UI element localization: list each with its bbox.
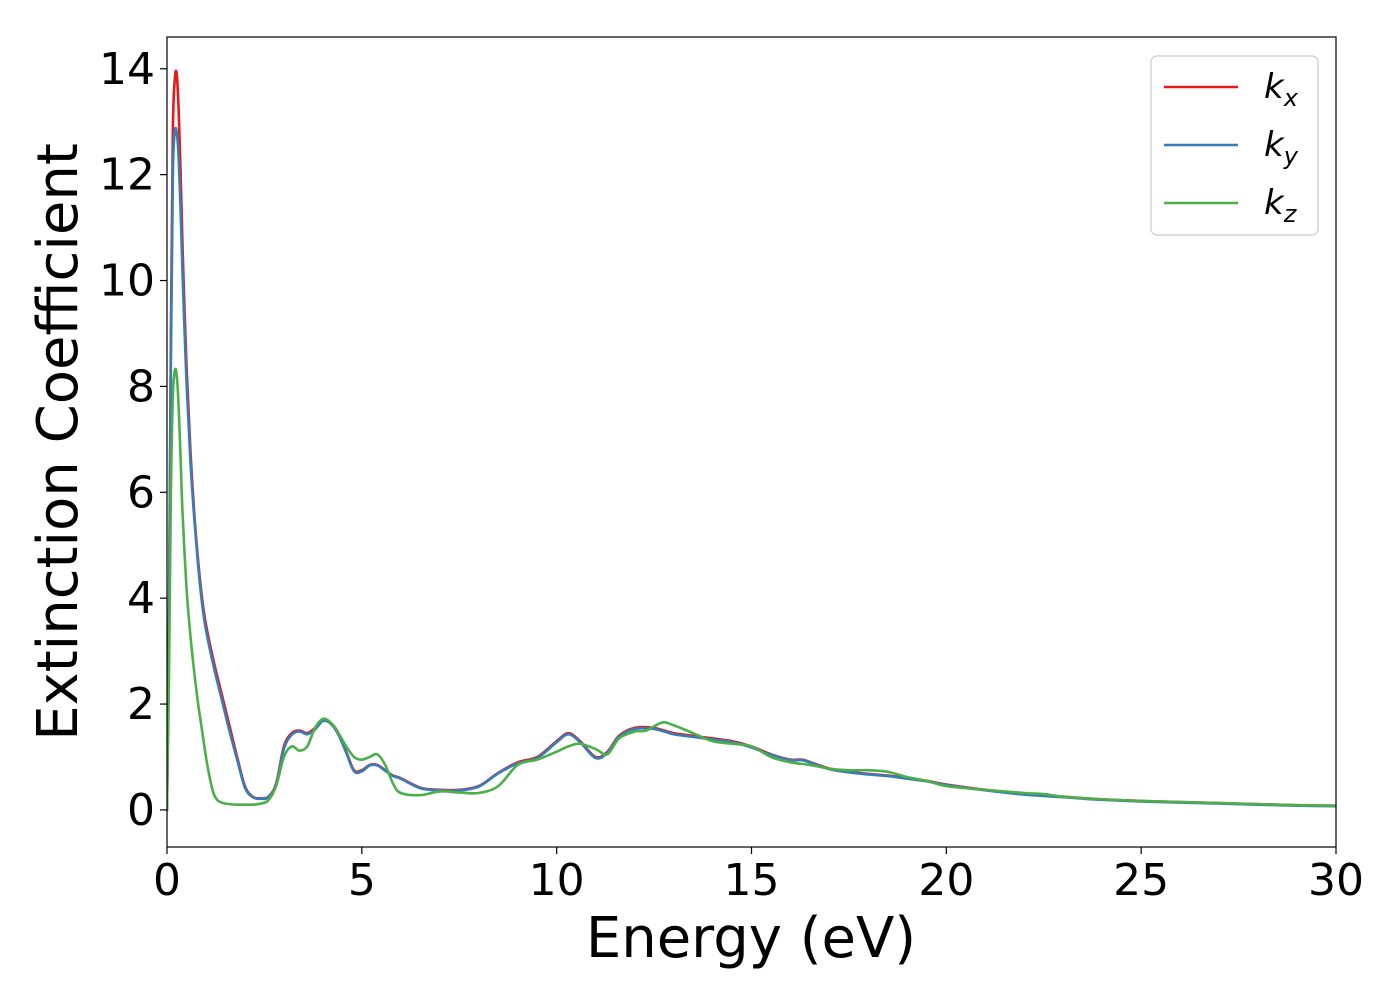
series-line-ky bbox=[167, 126, 1336, 812]
legend-items: kx ky kz bbox=[1164, 67, 1299, 228]
x-tick-label: 10 bbox=[529, 855, 585, 906]
y-tick-label: 2 bbox=[127, 679, 155, 730]
x-tick-label: 0 bbox=[153, 855, 181, 906]
x-axis: 0 5 10 15 20 25 30 bbox=[153, 847, 1364, 906]
y-tick-label: 6 bbox=[127, 467, 155, 518]
y-tick-label: 4 bbox=[127, 573, 155, 624]
x-tick-label: 25 bbox=[1113, 855, 1169, 906]
x-tick-label: 15 bbox=[724, 855, 780, 906]
y-tick-label: 12 bbox=[99, 150, 155, 201]
legend: kx ky kz bbox=[1150, 55, 1319, 236]
y-tick-label: 8 bbox=[127, 361, 155, 412]
y-axis: 0 2 4 6 8 10 12 14 bbox=[99, 44, 167, 836]
series-layer bbox=[167, 69, 1336, 812]
x-tick-label: 30 bbox=[1308, 855, 1364, 906]
x-tick-label: 20 bbox=[918, 855, 974, 906]
legend-label-ky: ky bbox=[1264, 125, 1299, 170]
y-tick-label: 0 bbox=[127, 785, 155, 836]
y-tick-label: 10 bbox=[99, 256, 155, 307]
y-axis-title: Extinction Coefficient bbox=[26, 143, 91, 741]
y-tick-label: 14 bbox=[99, 44, 155, 95]
x-tick-label: 5 bbox=[348, 855, 376, 906]
x-axis-title: Energy (eV) bbox=[586, 906, 916, 971]
legend-label-kx: kx bbox=[1264, 67, 1299, 112]
legend-label-kz: kz bbox=[1264, 183, 1298, 228]
series-line-kz bbox=[167, 367, 1336, 812]
